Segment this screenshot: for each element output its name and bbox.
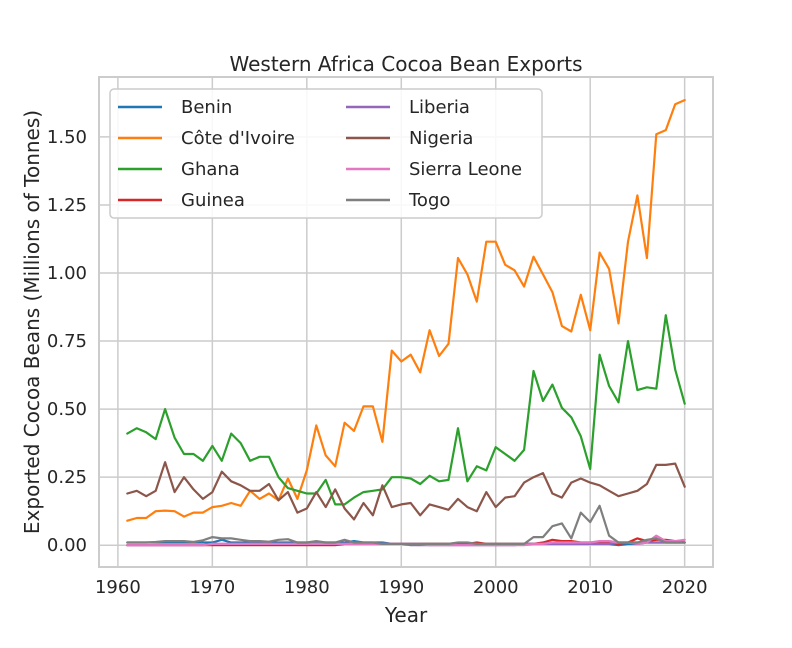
series-line-togo xyxy=(126,504,686,546)
series-line-c-te-d-ivoire xyxy=(126,98,686,522)
x-tick-label: 2010 xyxy=(567,577,613,598)
y-tick-label: 1.50 xyxy=(47,127,87,148)
y-tick-label: 0.25 xyxy=(47,467,87,488)
legend-label-c-te-d-ivoire: Côte d'Ivoire xyxy=(181,128,295,149)
legend-box xyxy=(109,88,543,219)
x-axis-label: Year xyxy=(384,603,428,627)
x-tick-label: 2020 xyxy=(662,577,708,598)
y-tick-label: 1.25 xyxy=(47,195,87,216)
y-tick-label: 1.00 xyxy=(47,263,87,284)
series-lines xyxy=(126,98,686,547)
x-tick-labels: 1960 1970 1980 1990 2000 2010 2020 xyxy=(95,577,708,598)
x-tick-label: 1960 xyxy=(95,577,141,598)
legend-label-sierra-leone: Sierra Leone xyxy=(409,159,522,180)
series-line-ghana xyxy=(126,314,686,506)
y-tick-labels: 0.00 0.25 0.50 0.75 1.00 1.25 1.50 xyxy=(47,127,87,556)
legend-label-benin: Benin xyxy=(181,97,232,118)
legend-label-guinea: Guinea xyxy=(181,190,245,211)
legend-label-liberia: Liberia xyxy=(409,97,470,118)
y-tick-label: 0.50 xyxy=(47,399,87,420)
x-tick-label: 2000 xyxy=(473,577,519,598)
y-axis-label: Exported Cocoa Beans (Millions of Tonnes… xyxy=(20,110,44,534)
legend-label-ghana: Ghana xyxy=(181,159,240,180)
x-tick-label: 1990 xyxy=(378,577,424,598)
chart-title: Western Africa Cocoa Bean Exports xyxy=(229,52,582,76)
series-line-nigeria xyxy=(126,461,686,521)
legend-label-nigeria: Nigeria xyxy=(409,128,473,149)
x-tick-label: 1980 xyxy=(284,577,330,598)
legend-label-togo: Togo xyxy=(408,190,450,211)
x-tick-label: 1970 xyxy=(189,577,235,598)
plot-frame xyxy=(98,76,714,568)
legend: Benin Côte d'Ivoire Ghana Guinea Liberia Nige… xyxy=(109,88,543,219)
y-tick-label: 0.75 xyxy=(47,331,87,352)
y-tick-label: 0.00 xyxy=(47,535,87,556)
